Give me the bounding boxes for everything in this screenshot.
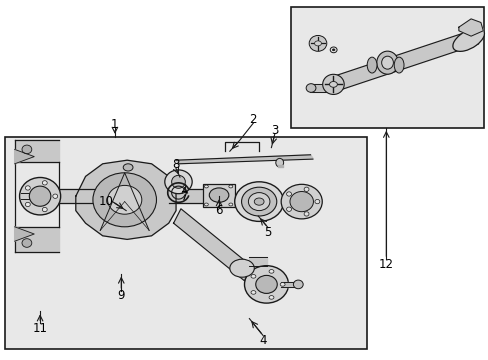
Polygon shape (76, 160, 176, 239)
Ellipse shape (289, 192, 313, 212)
Ellipse shape (228, 185, 232, 188)
Text: 7: 7 (181, 190, 188, 203)
Ellipse shape (123, 164, 133, 171)
Ellipse shape (254, 198, 264, 205)
Ellipse shape (304, 212, 308, 216)
Ellipse shape (286, 207, 291, 211)
Ellipse shape (248, 193, 269, 211)
Polygon shape (325, 31, 477, 92)
Ellipse shape (286, 192, 291, 196)
Text: 4: 4 (259, 334, 266, 347)
Text: 9: 9 (117, 289, 125, 302)
Polygon shape (15, 149, 34, 164)
Ellipse shape (234, 182, 283, 221)
Ellipse shape (452, 28, 484, 51)
Ellipse shape (331, 49, 334, 51)
Polygon shape (458, 19, 482, 36)
Text: 2: 2 (249, 113, 257, 126)
Ellipse shape (381, 56, 392, 69)
Text: 1: 1 (111, 118, 119, 131)
Ellipse shape (275, 158, 283, 167)
Ellipse shape (25, 186, 30, 190)
Ellipse shape (250, 275, 255, 278)
Ellipse shape (204, 185, 208, 188)
Polygon shape (15, 227, 34, 241)
Bar (5, 137, 366, 349)
Ellipse shape (29, 186, 51, 206)
Ellipse shape (42, 207, 47, 212)
Ellipse shape (376, 51, 397, 74)
Ellipse shape (393, 57, 403, 73)
Text: 12: 12 (378, 258, 393, 271)
Polygon shape (176, 155, 312, 164)
Ellipse shape (281, 184, 322, 219)
Ellipse shape (304, 187, 308, 192)
Ellipse shape (293, 280, 303, 289)
Bar (203, 184, 234, 207)
Polygon shape (173, 209, 251, 281)
Ellipse shape (22, 145, 32, 154)
Ellipse shape (53, 194, 58, 198)
Ellipse shape (244, 266, 288, 303)
Ellipse shape (204, 203, 208, 206)
Ellipse shape (42, 181, 47, 185)
Ellipse shape (93, 173, 156, 227)
Ellipse shape (268, 270, 273, 273)
Ellipse shape (241, 187, 276, 216)
Ellipse shape (314, 41, 321, 46)
Ellipse shape (280, 283, 285, 286)
Ellipse shape (25, 202, 30, 207)
Ellipse shape (107, 185, 142, 214)
Ellipse shape (209, 188, 228, 202)
Text: 6: 6 (215, 204, 223, 217)
Text: 3: 3 (270, 124, 278, 137)
Ellipse shape (228, 203, 232, 206)
Ellipse shape (22, 239, 32, 247)
Ellipse shape (329, 81, 337, 87)
Ellipse shape (366, 57, 376, 73)
Ellipse shape (229, 259, 254, 277)
Ellipse shape (20, 177, 61, 215)
Text: 11: 11 (33, 322, 47, 335)
Ellipse shape (268, 296, 273, 299)
Ellipse shape (255, 275, 277, 293)
Ellipse shape (308, 35, 326, 51)
Ellipse shape (164, 170, 192, 194)
Text: 8: 8 (172, 158, 180, 171)
Ellipse shape (250, 291, 255, 294)
Text: 10: 10 (99, 195, 114, 208)
Ellipse shape (171, 175, 185, 188)
Ellipse shape (314, 199, 319, 204)
Text: 5: 5 (264, 226, 271, 239)
Ellipse shape (322, 74, 344, 94)
Bar (290, 7, 483, 128)
Ellipse shape (305, 84, 315, 92)
